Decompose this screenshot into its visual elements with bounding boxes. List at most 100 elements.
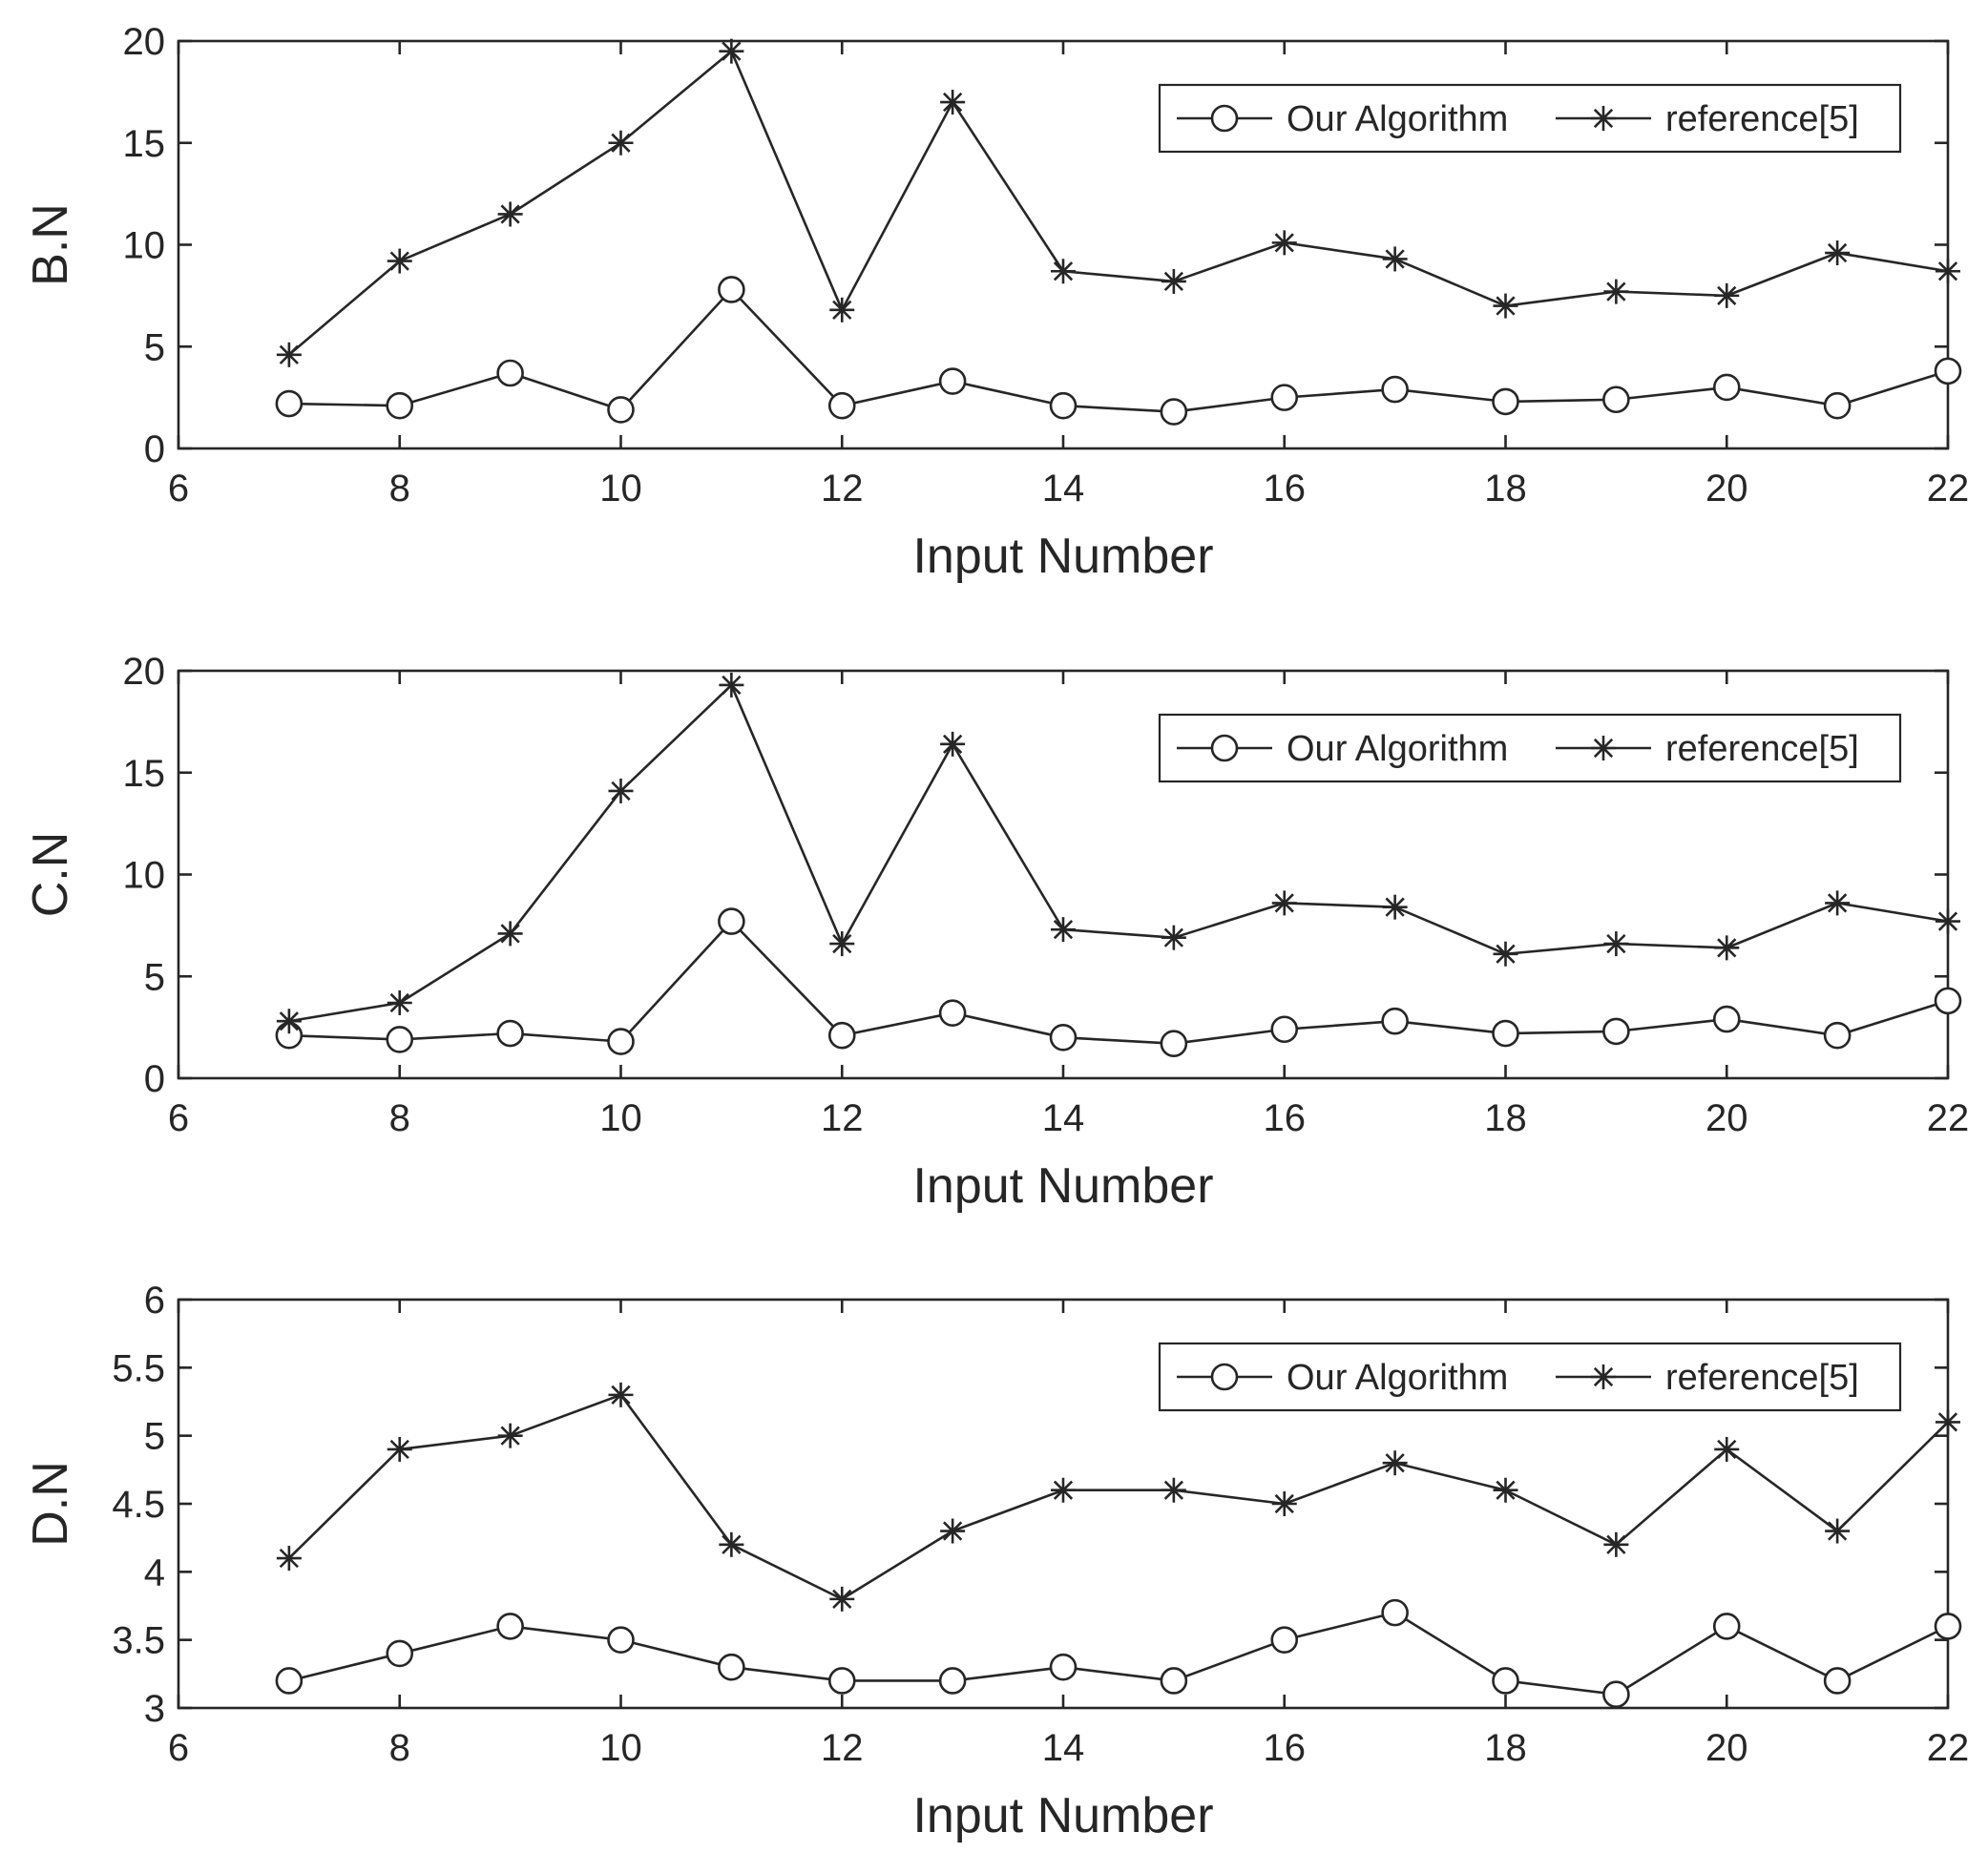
data-point-circle [1823, 1021, 1852, 1050]
data-point-asterisk [1825, 890, 1851, 916]
data-point-circle [1381, 375, 1409, 404]
x-axis-title: Input Number [912, 529, 1213, 584]
data-point-asterisk [1936, 259, 1960, 284]
x-tick-label: 20 [1705, 1727, 1748, 1769]
legend: Our Algorithm reference[5] [1158, 1342, 1902, 1412]
x-axis-title: Input Number [912, 1788, 1213, 1843]
x-tick-label: 14 [1042, 1727, 1085, 1769]
data-point-asterisk [1271, 890, 1297, 916]
x-tick-label: 22 [1927, 468, 1970, 510]
data-point-circle [1270, 384, 1299, 411]
y-tick-label: 5 [144, 956, 165, 998]
data-point-circle [1160, 1667, 1188, 1695]
data-point-asterisk [940, 731, 966, 757]
x-tick-label: 6 [168, 1727, 189, 1769]
data-point-asterisk [1051, 917, 1076, 943]
data-point-circle [1492, 387, 1519, 416]
data-point-asterisk [1603, 1531, 1629, 1557]
legend-marker-circle [1210, 734, 1239, 762]
data-point-asterisk [1493, 941, 1518, 967]
data-point-asterisk [387, 1436, 412, 1462]
data-point-asterisk [1161, 1477, 1186, 1503]
y-axis-title: D.N [23, 1461, 78, 1547]
legend-marker-circle [1210, 104, 1239, 133]
data-point-asterisk [1714, 282, 1740, 308]
data-point-asterisk [1825, 1518, 1851, 1544]
data-point-asterisk [829, 931, 855, 957]
series-line [288, 288, 1949, 413]
data-point-circle [1602, 1680, 1630, 1709]
data-point-asterisk [1493, 1477, 1518, 1503]
legend-marker-circle [1210, 1363, 1239, 1391]
data-point-circle [275, 1667, 303, 1695]
y-tick-label: 0 [144, 428, 165, 470]
data-point-asterisk [1382, 1450, 1408, 1476]
data-point-circle [827, 1021, 856, 1050]
series-reference-5 [276, 38, 1960, 367]
legend-box [1158, 1342, 1902, 1412]
x-tick-label: 8 [389, 1097, 410, 1139]
data-point-circle [1712, 373, 1741, 402]
data-point-circle [1602, 1017, 1630, 1046]
series-line [288, 50, 1949, 356]
legend-label-reference-5: reference[5] [1665, 729, 1859, 769]
x-tick-label: 6 [168, 468, 189, 510]
data-point-asterisk [497, 921, 523, 947]
data-point-circle [1381, 1598, 1409, 1627]
data-point-asterisk [608, 778, 634, 803]
data-point-circle [1602, 385, 1630, 414]
series-line [288, 683, 1949, 1023]
legend-marker-asterisk [1591, 736, 1616, 760]
x-tick-label: 10 [599, 468, 642, 510]
data-point-circle [386, 391, 414, 420]
chart-panel-3: 6 8 10 12 14 16 18 20 22 3 3.5 4 4.5 5 5.5 6 Input Numbe… [23, 1280, 1969, 1843]
data-point-circle [1712, 1005, 1741, 1033]
data-point-circle [607, 1626, 635, 1654]
data-point-circle [386, 1639, 414, 1668]
data-point-circle [827, 1667, 856, 1695]
data-point-circle [496, 1019, 524, 1048]
data-point-circle [718, 907, 745, 935]
data-point-circle [1934, 987, 1962, 1015]
data-point-circle [1492, 1667, 1519, 1695]
data-point-circle [607, 396, 635, 424]
series-reference-5 [276, 1382, 1960, 1612]
y-tick-label: 15 [123, 123, 166, 165]
x-tick-label: 12 [821, 468, 864, 510]
data-point-asterisk [1382, 246, 1408, 272]
x-tick-label: 18 [1484, 1727, 1527, 1769]
legend-box [1158, 83, 1902, 154]
data-point-asterisk [1603, 931, 1629, 957]
data-point-circle [1823, 1667, 1852, 1695]
data-point-circle [1381, 1007, 1409, 1035]
x-axis-title: Input Number [912, 1158, 1213, 1214]
data-point-asterisk [1382, 894, 1408, 920]
x-tick-label: 8 [389, 468, 410, 510]
series-line [288, 1611, 1949, 1697]
legend-box [1158, 713, 1902, 783]
legend-label-reference-5: reference[5] [1665, 99, 1859, 139]
x-tick-label: 16 [1264, 468, 1307, 510]
data-point-asterisk [1714, 1436, 1740, 1462]
data-point-asterisk [276, 1546, 302, 1572]
legend-label-our-algorithm: Our Algorithm [1287, 1358, 1508, 1398]
x-tick-label: 6 [168, 1097, 189, 1139]
data-point-asterisk [1271, 1491, 1297, 1516]
data-point-circle [386, 1026, 414, 1053]
data-point-asterisk [719, 38, 744, 64]
legend-marker-asterisk [1591, 1364, 1616, 1389]
legend-label-our-algorithm: Our Algorithm [1287, 729, 1508, 769]
legend: Our Algorithm reference[5] [1158, 83, 1902, 154]
data-point-asterisk [1051, 1477, 1076, 1503]
data-point-asterisk [1936, 1409, 1960, 1435]
data-point-asterisk [497, 201, 523, 227]
legend-label-our-algorithm: Our Algorithm [1287, 99, 1508, 139]
x-tick-label: 12 [821, 1727, 864, 1769]
x-tick-label: 12 [821, 1097, 864, 1139]
y-tick-label: 20 [123, 651, 166, 693]
series-line [288, 920, 1949, 1046]
data-point-asterisk [1161, 268, 1186, 294]
data-point-circle [607, 1028, 635, 1055]
data-point-asterisk [940, 90, 966, 115]
